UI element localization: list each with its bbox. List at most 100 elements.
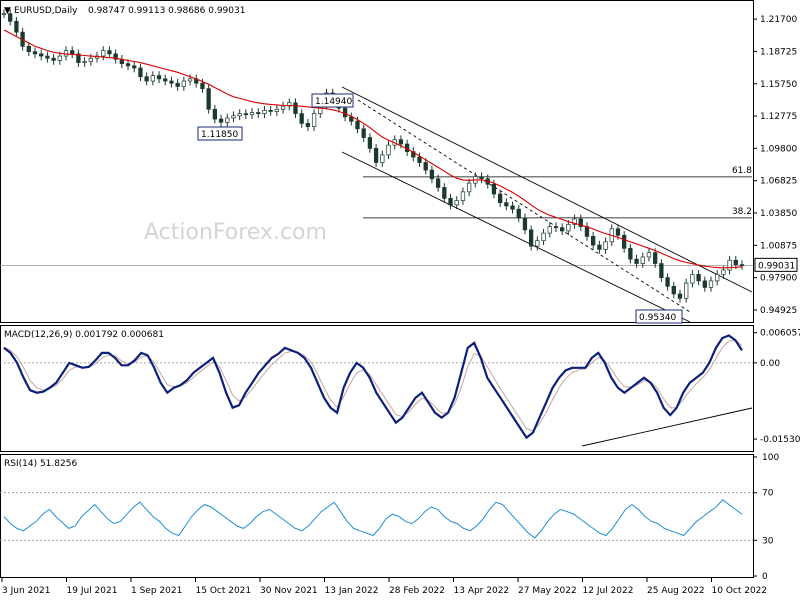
candle-body <box>293 102 298 114</box>
candle-body <box>522 217 528 231</box>
candle-body <box>225 117 230 123</box>
candle-body <box>677 293 683 299</box>
candle-body <box>659 263 664 278</box>
date-tick-label: 1 Sep 2021 <box>131 586 182 596</box>
candle-body <box>101 50 106 57</box>
channel-lower-line <box>341 151 691 323</box>
candle-body <box>733 259 738 265</box>
candle-body <box>26 45 31 53</box>
rsi-tick-label: 0 <box>762 572 768 582</box>
candle-body <box>640 256 645 264</box>
candle-body <box>541 232 546 242</box>
candle-body <box>634 258 639 264</box>
candle-body <box>231 115 236 119</box>
candle-body <box>39 53 44 57</box>
candle-body <box>560 227 565 232</box>
candle-body <box>615 228 621 236</box>
date-tick-label: 15 Oct 2021 <box>196 586 252 596</box>
candle-body <box>491 183 497 195</box>
candle-body <box>218 118 224 123</box>
candle-body <box>690 274 695 284</box>
header-ohlc: 0.98747 0.99113 0.98686 0.99031 <box>88 6 245 16</box>
candle-body <box>125 63 131 67</box>
price-tick-label: 0.94925 <box>760 306 797 316</box>
current-price-label: 0.99031 <box>758 261 795 271</box>
price-tick-label: 1.03850 <box>760 209 797 219</box>
rsi-title: RSI(14) 51.8256 <box>4 459 77 469</box>
candle-body <box>547 226 552 234</box>
candle-body <box>622 234 627 249</box>
candle-body <box>684 282 689 299</box>
sma-layer <box>3 29 743 269</box>
watermark: ActionForex.com <box>144 220 327 245</box>
candle-body <box>144 76 149 82</box>
candle-body <box>132 65 137 69</box>
candle-body <box>504 202 509 207</box>
candle-body <box>572 218 577 225</box>
date-axis: 3 Jun 2021 19 Jul 2021 1 Sep 2021 15 Oct 20… <box>1 578 767 596</box>
candle-body <box>32 51 38 55</box>
macd-signal-line <box>3 339 743 432</box>
candle-body <box>70 50 75 55</box>
channel-upper-line <box>341 86 753 293</box>
price-label-box <box>311 93 354 108</box>
candle-body <box>150 75 155 82</box>
candle-body <box>653 252 658 264</box>
candle-body <box>510 205 515 210</box>
candle-body <box>113 53 118 60</box>
candle-body <box>628 247 633 260</box>
candle-body <box>578 218 583 227</box>
price-tick-label: 1.18725 <box>760 47 797 57</box>
date-tick-label: 13 Jan 2022 <box>325 586 379 596</box>
price-labels: 1.14940 1.11850 0.95340 <box>197 93 683 324</box>
candle-body <box>107 50 112 55</box>
price-tick-label: 1.06825 <box>760 177 797 187</box>
macd-support-line <box>581 407 753 447</box>
candle-body <box>299 113 304 124</box>
price-label-text: 1.11850 <box>201 130 238 140</box>
candle-body <box>497 193 503 204</box>
current-price-marker <box>754 257 798 272</box>
candle-body <box>448 197 453 206</box>
candle-body <box>665 277 670 287</box>
date-tick-label: 3 Jun 2021 <box>2 586 50 596</box>
candle-body <box>603 241 608 250</box>
candle-body <box>373 148 379 163</box>
candle-body <box>566 224 571 232</box>
candle-body <box>479 176 484 180</box>
date-tick-label: 19 Jul 2021 <box>67 586 118 596</box>
candle-body <box>466 182 472 193</box>
date-tick-label: 28 Feb 2022 <box>389 586 445 596</box>
price-tick-label: 1.12775 <box>760 112 797 122</box>
candle-body <box>423 162 428 171</box>
date-tick-label: 12 Jul 2022 <box>583 586 634 596</box>
candle-body <box>249 112 255 116</box>
macd-tick-label: 0.006057 <box>760 329 800 339</box>
header-arrow-icon[interactable]: ▼ <box>4 6 11 16</box>
candle-body <box>739 264 745 266</box>
candle-body <box>584 226 590 237</box>
candle-body <box>76 53 81 63</box>
candle-body <box>181 80 186 87</box>
candle-body <box>1 13 7 16</box>
candle-body <box>429 169 435 180</box>
candle-body <box>708 280 714 288</box>
candle-body <box>553 226 559 229</box>
price-label-box <box>635 309 683 324</box>
macd-layer <box>3 334 743 440</box>
candle-body <box>14 20 19 33</box>
candle-body <box>169 80 174 84</box>
candle-body <box>45 55 50 59</box>
candle-body <box>721 269 726 275</box>
rsi-tick-label: 30 <box>762 536 774 546</box>
price-tick-label: 1.00875 <box>760 241 797 251</box>
candle-body <box>361 128 366 138</box>
candle-body <box>442 187 447 199</box>
candle-body <box>187 78 193 82</box>
candle-body <box>702 280 707 288</box>
price-label-box <box>197 126 243 141</box>
rsi-tick-label: 100 <box>762 453 779 463</box>
candle-body <box>305 123 311 128</box>
candle-body <box>454 200 459 206</box>
candle-body <box>355 120 360 130</box>
